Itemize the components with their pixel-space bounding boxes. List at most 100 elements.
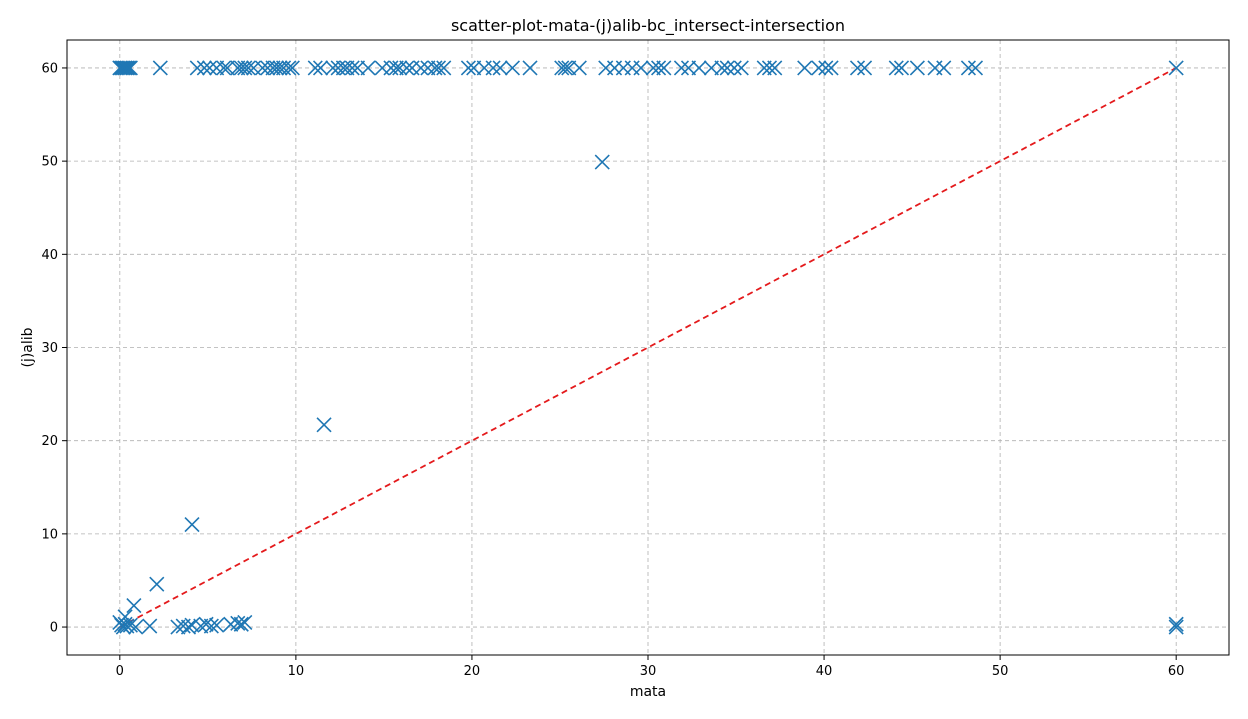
data-point [209, 617, 225, 633]
data-point [650, 60, 667, 76]
data-point [233, 60, 249, 76]
data-point [1168, 619, 1184, 635]
x-tick-label: 50 [992, 664, 1009, 679]
grid-lines [67, 40, 1229, 655]
data-point [281, 60, 297, 76]
data-point [254, 60, 270, 76]
data-point [219, 60, 235, 76]
data-point [893, 60, 910, 76]
data-point [967, 60, 984, 76]
data-point [189, 60, 205, 76]
data-point [115, 60, 131, 76]
data-point [909, 60, 925, 76]
data-point [126, 598, 142, 614]
data-point [216, 60, 232, 76]
y-tick-label: 30 [41, 341, 58, 356]
x-tick-label: 30 [640, 664, 657, 679]
data-point [170, 619, 186, 635]
reference-line-group [119, 67, 1177, 628]
x-axis-ticks: 0 10 20 30 40 50 60 [116, 655, 1184, 679]
data-point [561, 60, 577, 76]
data-point [307, 60, 323, 76]
data-point [504, 60, 520, 76]
data-point [492, 60, 508, 76]
data-point [633, 60, 649, 76]
data-point [856, 60, 873, 76]
data-point [714, 60, 730, 76]
x-tick-label: 20 [464, 664, 481, 679]
data-point [460, 60, 476, 76]
data-point [339, 60, 355, 76]
data-point [849, 60, 866, 76]
data-point [767, 60, 783, 76]
data-point [265, 60, 281, 76]
data-point [797, 60, 813, 76]
data-point [122, 617, 138, 633]
data-point [430, 60, 447, 76]
data-points [112, 60, 1184, 635]
data-point [233, 616, 249, 632]
data-point [1168, 616, 1184, 632]
data-point [149, 576, 165, 592]
data-point [733, 60, 749, 76]
data-point [726, 60, 742, 76]
data-point [420, 60, 436, 76]
y-tick-label: 50 [41, 155, 58, 170]
data-point [119, 60, 135, 76]
y-tick-label: 40 [41, 248, 58, 263]
data-point [522, 60, 538, 76]
data-point [128, 619, 144, 635]
chart-title: scatter-plot-mata-(j)alib-bc_intersect-i… [451, 16, 845, 36]
data-point [818, 60, 834, 76]
data-point [554, 60, 570, 76]
data-point [209, 60, 225, 76]
data-point [656, 60, 672, 76]
x-tick-label: 40 [816, 664, 833, 679]
y-axis-ticks: 0 10 20 30 40 50 60 [41, 61, 67, 636]
data-point [936, 60, 952, 76]
data-point [180, 619, 197, 635]
data-point [399, 60, 415, 76]
data-point [184, 516, 200, 533]
data-point [392, 60, 408, 76]
data-point [202, 60, 218, 76]
data-point [117, 60, 133, 76]
data-point [466, 60, 482, 76]
data-point [485, 60, 501, 76]
data-point [960, 60, 976, 76]
x-tick-label: 0 [116, 664, 124, 679]
data-point [349, 60, 366, 76]
data-point [193, 618, 209, 634]
data-point [680, 60, 697, 76]
data-point [761, 60, 778, 76]
data-point [237, 614, 253, 630]
x-axis-label: mata [630, 684, 666, 700]
reference-line [119, 67, 1177, 628]
data-point [360, 60, 376, 76]
data-point [413, 60, 429, 76]
data-point [1168, 60, 1184, 76]
data-point [152, 60, 168, 76]
data-point [230, 615, 246, 631]
data-point [436, 60, 452, 76]
data-point [645, 60, 661, 76]
data-point [691, 60, 707, 76]
data-point [571, 60, 587, 76]
data-point [325, 60, 341, 76]
data-point [703, 60, 719, 76]
data-point [557, 60, 573, 76]
data-point [811, 60, 827, 76]
data-point [888, 60, 904, 76]
data-point [203, 618, 219, 634]
data-point [121, 60, 137, 76]
data-point [122, 60, 138, 76]
data-point [316, 417, 332, 433]
data-point [268, 60, 285, 76]
data-point [142, 618, 158, 634]
data-point [196, 60, 212, 76]
data-point [223, 616, 239, 632]
data-point [823, 60, 839, 76]
data-point [388, 60, 404, 76]
data-point [230, 60, 246, 76]
